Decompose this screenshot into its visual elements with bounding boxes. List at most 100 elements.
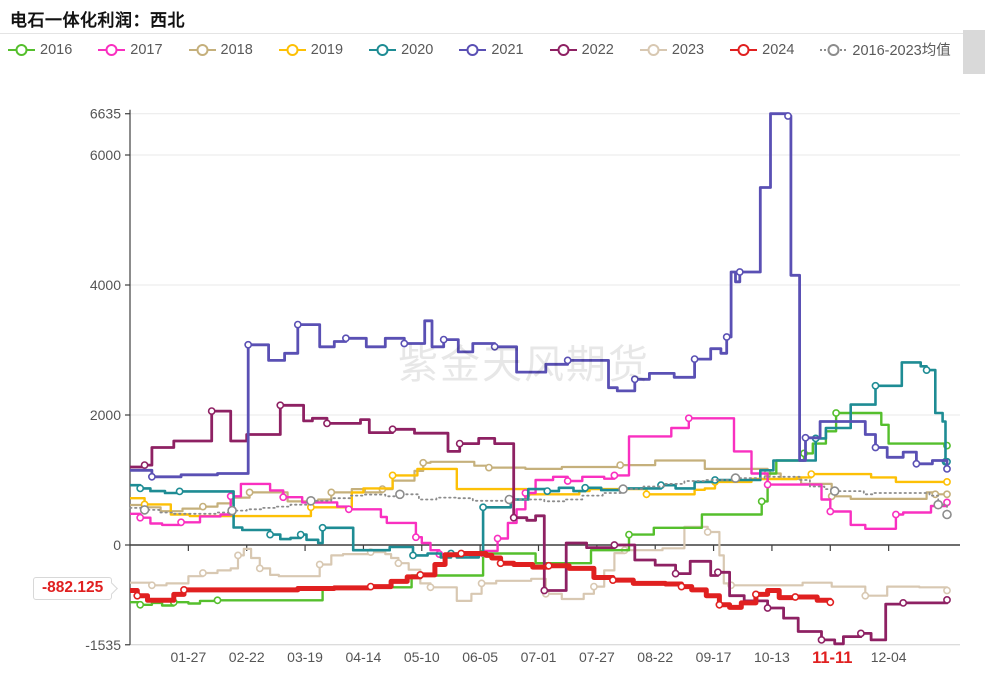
y-axis-label: 6635	[90, 106, 121, 122]
data-point-marker	[807, 470, 816, 478]
data-point-marker	[642, 490, 651, 499]
x-axis-label: 05-10	[404, 649, 440, 665]
data-point-marker	[610, 471, 619, 480]
legend-marker-icon	[278, 43, 306, 56]
data-point-marker	[714, 568, 722, 577]
data-point-marker	[198, 502, 207, 511]
data-point-marker	[395, 489, 405, 500]
data-point-marker	[922, 366, 931, 374]
data-point-marker	[943, 586, 951, 595]
legend-label: 2019	[310, 41, 344, 58]
data-point-marker	[296, 530, 305, 539]
data-point-marker	[684, 414, 693, 423]
data-point-marker	[244, 340, 253, 349]
legend-marker-icon	[369, 43, 397, 56]
legend-label: 2016	[40, 41, 73, 58]
data-point-marker	[409, 551, 417, 560]
data-point-marker	[899, 599, 908, 607]
data-point-marker	[757, 497, 766, 506]
x-axis-label: 08-22	[637, 649, 673, 665]
data-point-marker	[255, 564, 264, 573]
x-axis-label: 06-05	[462, 649, 498, 665]
legend-item-2021[interactable]: 2021	[459, 41, 524, 58]
data-point-marker	[730, 473, 741, 483]
legend-marker-icon	[459, 43, 487, 56]
x-axis-label: 07-27	[579, 649, 615, 665]
y-axis-label: 0	[113, 537, 121, 553]
data-point-marker	[315, 560, 324, 569]
data-point-marker	[581, 483, 590, 492]
data-point-marker	[279, 493, 288, 502]
series-line-2020	[130, 361, 947, 559]
data-point-marker	[722, 333, 731, 341]
data-point-marker	[484, 463, 493, 472]
data-point-marker	[857, 629, 865, 638]
series-line-2017	[130, 417, 949, 557]
data-point-marker	[411, 533, 420, 542]
legend-label: 2017	[130, 41, 163, 58]
x-axis-label: 12-04	[871, 649, 907, 665]
data-point-marker	[366, 582, 375, 591]
data-point-marker	[832, 409, 840, 417]
legend-item-2017[interactable]: 2017	[98, 41, 163, 58]
data-point-marker	[892, 510, 900, 519]
data-point-marker	[703, 528, 712, 536]
legend-item-2018[interactable]: 2018	[188, 41, 253, 58]
data-point-marker	[625, 530, 633, 539]
series-line-2023	[130, 525, 949, 602]
x-axis-label-current-date: 11-11	[812, 649, 852, 667]
y-axis-label: -1535	[85, 637, 121, 653]
data-point-marker	[943, 596, 951, 604]
current-value-label: -882.125	[33, 577, 113, 600]
data-point-marker	[276, 401, 285, 410]
legend-item-2024[interactable]: 2024	[730, 42, 794, 58]
data-point-marker	[388, 425, 397, 434]
data-point-marker	[801, 433, 810, 442]
data-point-marker	[735, 268, 744, 276]
legend-item-2020[interactable]: 2020	[369, 42, 433, 58]
x-highlight-label-bg	[796, 646, 865, 667]
legend-label: 2022	[581, 41, 614, 58]
data-point-marker	[784, 112, 792, 120]
y-axis-label: 2000	[90, 407, 121, 423]
data-point-marker	[479, 503, 487, 512]
legend-marker-icon	[188, 43, 216, 56]
x-axis-label: 07-01	[521, 649, 557, 665]
data-point-marker	[752, 590, 760, 599]
data-point-marker	[677, 582, 686, 591]
legend-label: 2016-2023均值	[852, 43, 951, 59]
legend-item-2016-2023[interactable]: 2016-2023均值	[820, 39, 951, 60]
legend-item-2022[interactable]: 2022	[549, 41, 614, 58]
x-axis-label: 01-27	[170, 649, 206, 665]
legend-label: 2021	[491, 41, 524, 58]
data-point-marker	[140, 461, 149, 469]
data-point-marker	[933, 499, 944, 510]
data-point-marker	[419, 458, 428, 467]
data-point-marker	[318, 523, 327, 532]
legend-item-2019[interactable]: 2019	[278, 41, 344, 58]
data-point-marker	[943, 464, 951, 473]
data-point-marker	[439, 335, 448, 344]
data-point-marker	[388, 471, 397, 480]
data-point-marker	[213, 596, 222, 605]
data-point-marker	[341, 334, 350, 343]
data-point-marker	[426, 583, 435, 592]
data-point-marker	[496, 559, 505, 568]
data-point-marker	[943, 490, 951, 499]
data-point-marker	[590, 582, 598, 591]
data-point-marker	[490, 342, 499, 351]
data-point-marker	[306, 495, 316, 506]
data-point-marker	[829, 486, 840, 496]
data-point-marker	[826, 507, 835, 516]
legend-label: 2018	[220, 41, 253, 58]
data-point-marker	[477, 579, 486, 588]
legend-label: 2023	[671, 41, 705, 58]
data-point-marker	[147, 581, 156, 590]
data-point-marker	[616, 461, 625, 469]
legend-item-2023[interactable]: 2023	[639, 41, 705, 58]
series-line-2024	[130, 551, 833, 610]
legend-item-2016[interactable]: 2016	[8, 42, 72, 58]
data-point-marker	[207, 407, 216, 415]
series-line-2016-2023	[129, 475, 948, 516]
